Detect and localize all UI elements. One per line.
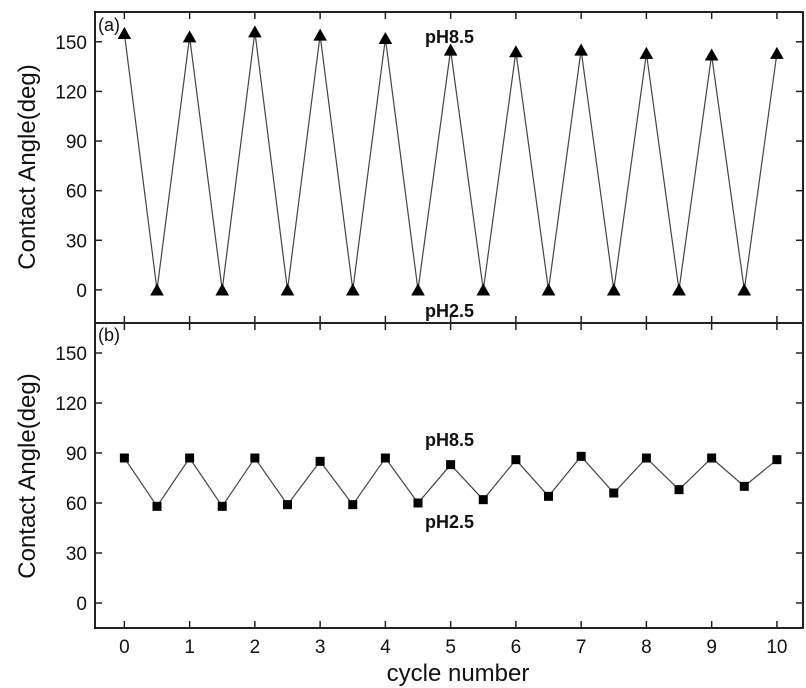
data-point-square xyxy=(641,453,651,463)
panel-a-ylabel: Contact Angle(deg) xyxy=(14,64,41,269)
x-tick-label: 8 xyxy=(641,637,652,658)
y-tick-label: 60 xyxy=(66,182,87,203)
data-point-triangle xyxy=(639,46,654,59)
panel-a-annotation-low: pH2.5 xyxy=(425,301,474,321)
x-tick-label: 3 xyxy=(315,637,326,658)
data-point-square xyxy=(282,500,292,510)
x-tick-label: 10 xyxy=(766,637,787,658)
data-point-square xyxy=(315,456,325,466)
data-point-triangle xyxy=(248,25,262,38)
y-tick-label: 30 xyxy=(66,231,87,252)
y-tick-label: 0 xyxy=(76,594,87,615)
y-tick-label: 60 xyxy=(66,494,87,515)
data-point-triangle xyxy=(672,283,686,296)
data-point-square xyxy=(380,453,390,463)
y-tick-label: 120 xyxy=(55,394,87,415)
data-point-square xyxy=(674,485,684,495)
y-tick-label: 30 xyxy=(66,544,87,565)
data-point-square xyxy=(511,455,521,465)
data-point-square xyxy=(446,460,456,470)
data-point-square xyxy=(119,453,129,463)
data-point-triangle xyxy=(737,283,752,296)
data-point-triangle xyxy=(150,283,164,296)
panel-b: (b) Contact Angle(deg) cycle number pH8.… xyxy=(14,322,804,687)
panel-a-label: (a) xyxy=(98,15,120,35)
panel-b-annotation-low: pH2.5 xyxy=(425,512,474,532)
y-tick-label: 90 xyxy=(66,444,87,465)
x-axis-label: cycle number xyxy=(387,660,530,687)
y-tick-label: 120 xyxy=(55,82,87,103)
data-point-square xyxy=(478,495,488,505)
panel-a-annotation-high: pH8.5 xyxy=(425,27,474,47)
data-point-square xyxy=(544,491,554,501)
data-point-triangle xyxy=(770,46,784,59)
data-point-triangle xyxy=(182,30,197,43)
x-tick-label: 9 xyxy=(706,637,717,658)
data-point-square xyxy=(185,453,195,463)
series-line xyxy=(123,31,778,290)
panel-b-ylabel: Contact Angle(deg) xyxy=(14,373,41,578)
data-point-square xyxy=(772,455,782,465)
data-point-square xyxy=(413,498,423,508)
data-point-triangle xyxy=(411,283,425,296)
y-tick-label: 150 xyxy=(55,33,87,54)
data-point-triangle xyxy=(215,283,230,296)
x-tick-label: 5 xyxy=(445,637,456,658)
panel-b-label: (b) xyxy=(98,325,120,345)
data-point-triangle xyxy=(117,27,132,40)
data-point-square xyxy=(576,451,586,461)
data-point-triangle xyxy=(313,28,327,41)
panel-b-annotation-high: pH8.5 xyxy=(425,430,474,450)
x-tick-label: 1 xyxy=(184,637,195,658)
data-point-triangle xyxy=(574,43,588,56)
data-point-square xyxy=(707,453,717,463)
x-tick-label: 7 xyxy=(576,637,587,658)
panel-a: (a) Contact Angle(deg) pH8.5 pH2.5 0 30 60… xyxy=(14,11,804,324)
x-tick-label: 2 xyxy=(250,637,261,658)
data-point-triangle xyxy=(606,283,621,296)
data-point-triangle xyxy=(443,43,458,56)
data-point-triangle xyxy=(280,283,295,296)
x-tick-label: 6 xyxy=(511,637,522,658)
data-point-square xyxy=(250,453,260,463)
data-point-square xyxy=(217,501,227,511)
data-point-square xyxy=(609,488,619,498)
x-tick-label: 4 xyxy=(380,637,391,658)
panel-b-frame xyxy=(94,322,804,629)
data-point-triangle xyxy=(378,31,393,44)
x-tick-label: 0 xyxy=(119,637,130,658)
data-point-triangle xyxy=(704,48,719,61)
y-tick-label: 90 xyxy=(66,132,87,153)
data-point-square xyxy=(739,481,749,491)
data-point-square xyxy=(348,500,358,510)
data-point-triangle xyxy=(541,283,556,296)
data-point-square xyxy=(152,501,162,511)
data-point-triangle xyxy=(509,45,523,58)
data-point-triangle xyxy=(345,283,360,296)
y-tick-label: 0 xyxy=(76,281,87,302)
y-tick-label: 150 xyxy=(55,344,87,365)
data-point-triangle xyxy=(476,283,491,296)
